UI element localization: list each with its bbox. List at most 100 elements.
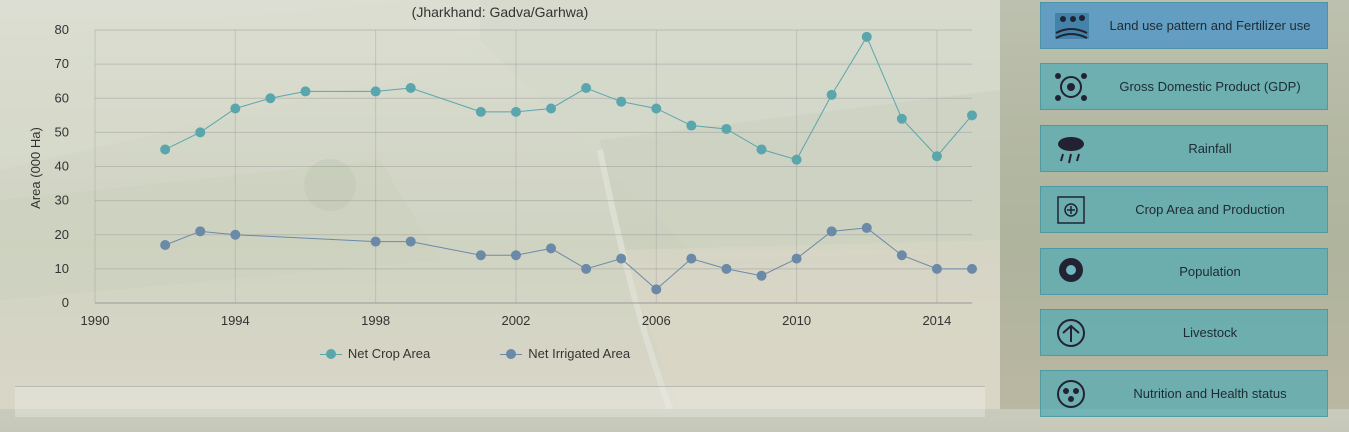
nav-label: Livestock (1182, 324, 1238, 340)
y-axis-title: Area (000 Ha) (28, 127, 43, 209)
legend-marker-net-crop-area (319, 347, 342, 361)
data-point[interactable] (546, 243, 557, 254)
x-tick-label: 2014 (922, 313, 951, 328)
data-point[interactable] (510, 106, 521, 117)
series-net-crop-area (160, 31, 977, 165)
nav-gdp-button[interactable]: Gross Domestic Product (GDP) (1040, 63, 1328, 111)
nav-livestock-button[interactable]: Livestock (1040, 308, 1328, 356)
data-point[interactable] (195, 127, 206, 138)
crop-area-icon (1057, 196, 1085, 224)
data-point[interactable] (931, 263, 942, 274)
farm-tractor-icon (1055, 13, 1089, 39)
data-point[interactable] (616, 253, 627, 264)
data-point[interactable] (686, 120, 697, 131)
legend-item-net-crop-area[interactable]: Net Crop Area (319, 346, 431, 361)
x-tick-label: 1990 (81, 313, 110, 328)
chart-legend: Net Crop Area Net Irrigated Area (0, 346, 950, 361)
chart-grid (94, 29, 972, 304)
series-net-irrigated-area (160, 222, 977, 295)
next-panel-edge (15, 386, 985, 417)
data-point[interactable] (160, 144, 171, 155)
data-point[interactable] (475, 106, 486, 117)
nav-land-use-button[interactable]: Land use pattern and Fertilizer use (1040, 2, 1328, 49)
data-point[interactable] (861, 31, 872, 42)
x-tick-label: 1994 (221, 313, 250, 328)
x-tick-label: 2010 (782, 313, 811, 328)
chart-panel (0, 0, 1000, 409)
data-point[interactable] (967, 263, 977, 274)
data-point[interactable] (651, 284, 662, 295)
legend-marker-net-irrigated-area (500, 347, 523, 361)
data-point[interactable] (370, 236, 381, 247)
nav-label: Nutrition and Health status (1133, 386, 1287, 402)
data-point[interactable] (791, 253, 802, 264)
x-tick-label: 1998 (361, 313, 390, 328)
y-tick-label: 30 (55, 193, 69, 208)
legend-label: Net Irrigated Area (528, 346, 631, 361)
line-chart: 0 10 20 30 40 50 60 70 80 1990 1994 1998 2002 2006 20… (28, 22, 977, 328)
data-point[interactable] (651, 103, 662, 114)
data-point[interactable] (581, 263, 592, 274)
series-line (164, 35, 973, 161)
nav-label: Gross Domestic Product (GDP) (1119, 79, 1301, 95)
y-tick-label: 10 (55, 261, 69, 276)
data-point[interactable] (896, 250, 907, 261)
y-tick-label: 20 (55, 227, 69, 242)
data-point[interactable] (861, 222, 872, 233)
y-tick-label: 60 (55, 90, 69, 105)
rain-cloud-icon (1058, 136, 1084, 163)
legend-label: Net Crop Area (347, 346, 431, 361)
indicator-nav: Land use pattern and Fertilizer use Gros… (1040, 2, 1328, 432)
data-point[interactable] (405, 83, 416, 94)
nav-label: Crop Area and Production (1135, 202, 1285, 218)
data-point[interactable] (756, 270, 767, 281)
data-point[interactable] (826, 89, 837, 100)
x-tick-label: 2006 (642, 313, 671, 328)
livestock-icon (1057, 318, 1085, 347)
data-point[interactable] (931, 151, 942, 162)
legend-item-net-irrigated-area[interactable]: Net Irrigated Area (500, 346, 630, 361)
nav-label: Land use pattern and Fertilizer use (1109, 18, 1311, 33)
y-tick-label: 70 (55, 56, 69, 71)
data-point[interactable] (546, 103, 557, 114)
x-axis-ticks: 1990 1994 1998 2002 2006 2010 2014 (81, 313, 952, 328)
data-point[interactable] (686, 253, 697, 264)
data-point[interactable] (896, 113, 907, 124)
y-tick-label: 0 (62, 295, 69, 310)
data-point[interactable] (721, 123, 732, 134)
data-point[interactable] (475, 250, 486, 261)
nav-label: Rainfall (1188, 140, 1232, 156)
y-axis-ticks: 0 10 20 30 40 50 60 70 80 (55, 22, 69, 310)
chart-subtitle: (Jharkhand: Gadva/Garhwa) (411, 4, 589, 20)
gdp-globe-icon (1055, 73, 1087, 102)
data-point[interactable] (265, 93, 276, 104)
chart-series (160, 31, 977, 295)
data-point[interactable] (370, 86, 381, 97)
y-tick-label: 40 (55, 159, 69, 174)
data-point[interactable] (826, 226, 837, 237)
nav-label: Population (1179, 263, 1241, 279)
data-point[interactable] (510, 250, 521, 261)
data-point[interactable] (581, 83, 592, 94)
data-point[interactable] (230, 229, 241, 240)
series-line (164, 227, 972, 291)
nav-crop-area-button[interactable]: Crop Area and Production (1040, 186, 1328, 234)
y-tick-label: 50 (55, 124, 69, 139)
data-point[interactable] (195, 226, 206, 237)
nav-population-button[interactable]: Population (1040, 247, 1328, 295)
data-point[interactable] (756, 144, 767, 155)
x-tick-label: 2002 (501, 313, 530, 328)
data-point[interactable] (616, 96, 627, 107)
data-point[interactable] (160, 239, 171, 250)
data-point[interactable] (721, 263, 732, 274)
data-point[interactable] (230, 103, 241, 114)
nav-rainfall-button[interactable]: Rainfall (1040, 124, 1328, 172)
data-point[interactable] (405, 236, 416, 247)
data-point[interactable] (791, 154, 802, 165)
nutrition-icon (1057, 380, 1085, 409)
y-tick-label: 80 (55, 22, 69, 37)
nav-nutrition-button[interactable]: Nutrition and Health status (1040, 370, 1328, 418)
data-point[interactable] (967, 110, 977, 121)
population-icon (1059, 257, 1083, 282)
data-point[interactable] (300, 86, 311, 97)
